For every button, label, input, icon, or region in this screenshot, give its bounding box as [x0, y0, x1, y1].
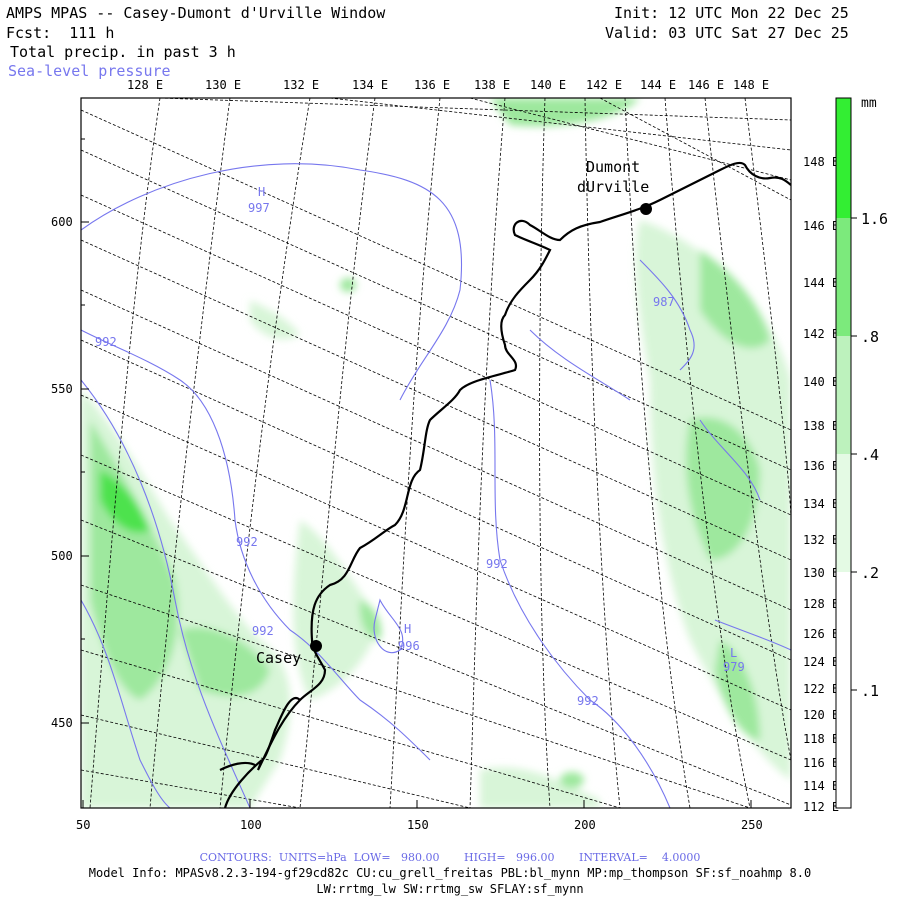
right-lon-label: 116 E [803, 756, 839, 770]
right-lon-label: 120 E [803, 708, 839, 722]
right-lon-label: 132 E [803, 533, 839, 547]
right-lon-label: 136 E [803, 459, 839, 473]
right-lon-label: 122 E [803, 682, 839, 696]
forecast-hour: Fcst: 111 h [6, 24, 115, 42]
pressure-label: 992 [486, 557, 508, 571]
colorbar-label: .1 [861, 682, 879, 700]
right-lon-labels: 148 E 146 E 144 E 142 E 140 E 138 E 136 … [803, 155, 839, 814]
top-lon-label: 140 E [530, 78, 566, 92]
right-lon-label: 134 E [803, 497, 839, 511]
colorbar-label: .4 [861, 446, 879, 464]
top-lon-label: 144 E [640, 78, 676, 92]
colorbar-swatch [836, 336, 851, 454]
station-label-casey: Casey [256, 649, 301, 667]
station-markers [310, 203, 652, 652]
right-lon-label: 130 E [803, 566, 839, 580]
right-lon-label: 148 E [803, 155, 839, 169]
top-lon-label: 136 E [414, 78, 450, 92]
contour-info: CONTOURS: UNITS=hPa LOW= 980.00 HIGH= 99… [199, 851, 701, 864]
y-tick-label: 600 [51, 215, 73, 229]
y-tick-label: 550 [51, 382, 73, 396]
left-ticks [81, 138, 89, 724]
x-tick-label: 150 [407, 818, 429, 832]
y-tick-label: 500 [51, 549, 73, 563]
map-frame [80, 97, 792, 809]
colorbar-swatch [836, 454, 851, 572]
colorbar-swatch [836, 98, 851, 218]
right-lon-label: 128 E [803, 597, 839, 611]
colorbar-swatch [836, 572, 851, 808]
x-tick-label: 50 [76, 818, 90, 832]
x-tick-label: 100 [240, 818, 262, 832]
right-lon-label: 114 E [803, 779, 839, 793]
right-lon-label: 112 E [803, 800, 839, 814]
model-info: Model Info: MPASv8.2.3-194-gf29cd82c CU:… [88, 866, 812, 880]
colorbar: mm 1.6 .8 .4 .2 .1 [835, 96, 888, 809]
colorbar-label: 1.6 [861, 210, 888, 228]
top-lon-label: 148 E [733, 78, 769, 92]
pressure-label: 992 [236, 535, 258, 549]
right-lon-label: 140 E [803, 375, 839, 389]
right-lon-label: 124 E [803, 655, 839, 669]
top-lon-label: 146 E [688, 78, 724, 92]
station-marker-dumont [640, 203, 652, 215]
x-tick-label: 250 [741, 818, 763, 832]
right-lon-label: 118 E [803, 732, 839, 746]
right-lon-label: 146 E [803, 219, 839, 233]
y-tick-label: 450 [51, 716, 73, 730]
colorbar-swatch [836, 218, 851, 336]
colorbar-frame [835, 97, 852, 809]
top-lon-labels: 128 E 130 E 132 E 134 E 136 E 138 E 140 … [127, 78, 769, 92]
top-lon-label: 128 E [127, 78, 163, 92]
right-lon-label: 138 E [803, 419, 839, 433]
top-lon-label: 132 E [283, 78, 319, 92]
bottom-ticks [82, 800, 752, 808]
right-lon-label: 142 E [803, 327, 839, 341]
pressure-label: 979 [723, 660, 745, 674]
colorbar-label: .2 [861, 564, 879, 582]
init-time: Init: 12 UTC Mon 22 Dec 25 [614, 4, 849, 22]
map-area: Dumont dUrville Casey H 997 992 992 992 … [81, 98, 791, 808]
valid-time: Valid: 03 UTC Sat 27 Dec 25 [605, 24, 849, 42]
bottom-x-labels: 50 100 150 200 250 [76, 818, 763, 832]
pressure-mark: L [730, 646, 737, 660]
pressure-mark: H [258, 185, 265, 199]
top-lon-label: 142 E [586, 78, 622, 92]
x-tick-label: 200 [574, 818, 596, 832]
pressure-contours [81, 163, 791, 808]
colorbar-label: .8 [861, 328, 879, 346]
right-lon-label: 126 E [803, 627, 839, 641]
station-label-dumont-2: dUrville [577, 178, 649, 196]
pressure-label: 992 [252, 624, 274, 638]
pressure-labels: H 997 992 992 992 H 996 992 987 L 979 99… [95, 185, 745, 708]
station-label-dumont-1: Dumont [586, 158, 640, 176]
pressure-label: 996 [398, 639, 420, 653]
map-title: AMPS MPAS -- Casey-Dumont d'Urville Wind… [6, 4, 386, 22]
top-lon-label: 138 E [474, 78, 510, 92]
top-lon-label: 130 E [205, 78, 241, 92]
field-name: Total precip. in past 3 h [10, 43, 236, 61]
pressure-label: 997 [248, 201, 270, 215]
pressure-mark: H [404, 622, 411, 636]
station-marker-casey [310, 640, 322, 652]
top-lon-label: 134 E [352, 78, 388, 92]
pressure-label: 992 [95, 335, 117, 349]
model-info-2: LW:rrtmg_lw SW:rrtmg_sw SFLAY:sf_mynn [316, 882, 584, 896]
overlay-name: Sea-level pressure [8, 62, 171, 80]
left-y-labels: 600 550 500 450 [51, 215, 73, 730]
right-lon-label: 144 E [803, 276, 839, 290]
pressure-label: 992 [577, 694, 599, 708]
precip-shading [81, 98, 791, 808]
colorbar-unit: mm [861, 96, 877, 111]
pressure-label: 987 [653, 295, 675, 309]
